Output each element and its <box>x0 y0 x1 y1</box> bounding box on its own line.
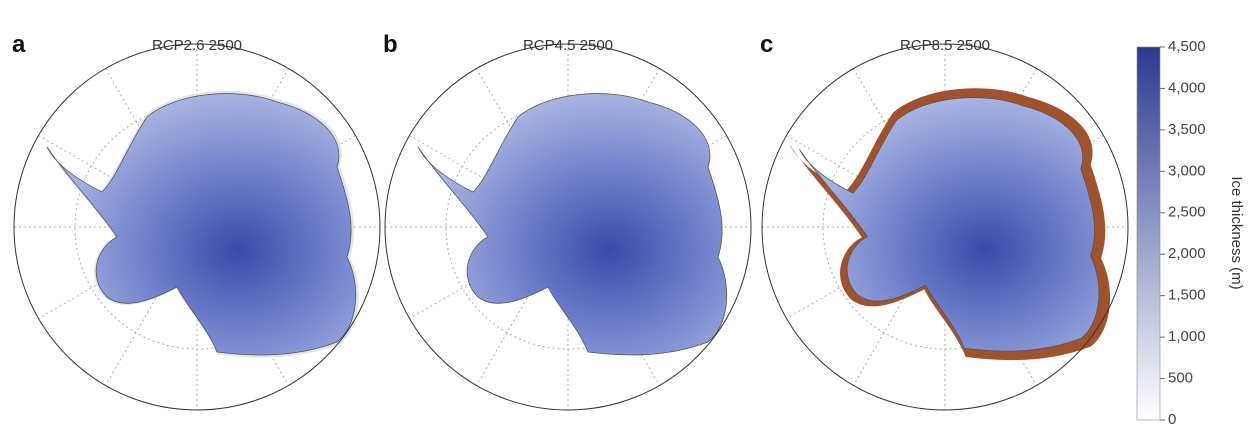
panel-letter: a <box>12 31 26 58</box>
ice-sheet <box>47 94 356 355</box>
colorbar-tick-label: 2,500 <box>1168 204 1206 221</box>
ice-sheet <box>800 98 1099 352</box>
colorbar-tick-label: 1,000 <box>1168 328 1206 345</box>
colorbar-tick-label: 1,500 <box>1168 287 1206 304</box>
colorbar-tick-label: 0 <box>1168 411 1176 428</box>
panel-letter: c <box>760 31 773 58</box>
panel-letter: b <box>383 31 398 58</box>
colorbar <box>1137 47 1160 420</box>
colorbar-label: Ice thickness (m) <box>1228 176 1245 289</box>
colorbar-tick-label: 3,500 <box>1168 121 1206 138</box>
figure: aRCP2.6 2500bRCP4.5 2500cRCP8.5 2500 Ice… <box>0 0 1249 428</box>
colorbar-tick-label: 500 <box>1168 370 1193 387</box>
ice-sheet <box>418 94 727 355</box>
colorbar-tick-label: 3,000 <box>1168 162 1206 179</box>
colorbar-tick-label: 2,000 <box>1168 245 1206 262</box>
colorbar-tick-label: 4,500 <box>1168 38 1206 55</box>
colorbar-tick-label: 4,000 <box>1168 79 1206 96</box>
